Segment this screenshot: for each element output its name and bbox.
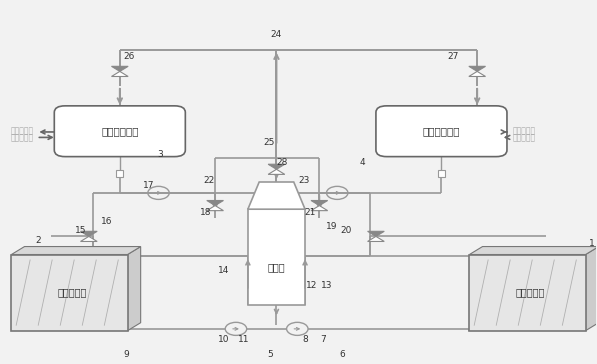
Text: 21: 21 <box>304 208 316 217</box>
Polygon shape <box>469 66 485 71</box>
Text: 13: 13 <box>321 281 333 290</box>
Bar <box>248 209 305 305</box>
Text: 23: 23 <box>298 176 310 185</box>
Text: 11: 11 <box>238 335 250 344</box>
Text: 4: 4 <box>360 158 365 167</box>
Text: 20: 20 <box>340 226 352 236</box>
Text: 28: 28 <box>276 158 288 167</box>
Text: 22: 22 <box>204 176 215 185</box>
Polygon shape <box>128 246 141 331</box>
Polygon shape <box>586 246 597 331</box>
Polygon shape <box>81 231 97 236</box>
Text: 19: 19 <box>326 222 338 231</box>
Bar <box>116 170 124 177</box>
Text: 6: 6 <box>340 350 346 359</box>
Text: 16: 16 <box>101 217 112 226</box>
FancyBboxPatch shape <box>376 106 507 157</box>
Polygon shape <box>368 236 384 241</box>
Text: 5: 5 <box>267 350 273 359</box>
Text: 24: 24 <box>271 29 282 39</box>
Text: 14: 14 <box>219 266 230 275</box>
Text: 3: 3 <box>158 150 163 159</box>
Text: 9: 9 <box>123 350 128 359</box>
Text: 冷凝水换热器: 冷凝水换热器 <box>101 126 139 136</box>
Text: 7: 7 <box>321 335 327 344</box>
Text: 27: 27 <box>448 52 459 62</box>
Text: 2: 2 <box>35 236 41 245</box>
Text: 1: 1 <box>589 239 595 248</box>
Polygon shape <box>268 164 285 169</box>
Polygon shape <box>469 71 485 76</box>
Bar <box>11 254 128 331</box>
Polygon shape <box>112 71 128 76</box>
Text: 25: 25 <box>263 138 275 147</box>
Text: 热网水换热器: 热网水换热器 <box>423 126 460 136</box>
Text: 热网水进口: 热网水进口 <box>513 134 536 143</box>
Text: 26: 26 <box>123 52 134 62</box>
Text: 热网水出口: 热网水出口 <box>513 126 536 135</box>
Polygon shape <box>268 169 285 174</box>
Text: 冷凝水进口: 冷凝水进口 <box>10 134 33 143</box>
Polygon shape <box>11 246 141 254</box>
Text: 15: 15 <box>75 226 87 236</box>
Polygon shape <box>81 236 97 241</box>
Text: 10: 10 <box>219 335 230 344</box>
Polygon shape <box>311 201 328 206</box>
FancyBboxPatch shape <box>54 106 185 157</box>
Polygon shape <box>207 201 223 206</box>
Polygon shape <box>311 206 328 211</box>
Text: 12: 12 <box>306 281 317 290</box>
Bar <box>438 170 445 177</box>
Text: 烟气换热器: 烟气换热器 <box>58 288 87 298</box>
Text: 储液罐: 储液罐 <box>267 262 285 272</box>
Text: 冷凝水出口: 冷凝水出口 <box>10 126 33 135</box>
Text: 17: 17 <box>143 181 154 190</box>
Text: 8: 8 <box>303 335 309 344</box>
Text: 烟气换热器: 烟气换热器 <box>516 288 545 298</box>
Polygon shape <box>469 246 597 254</box>
Text: 18: 18 <box>201 208 212 217</box>
Polygon shape <box>368 231 384 236</box>
Polygon shape <box>207 206 223 211</box>
Polygon shape <box>248 182 305 209</box>
Bar <box>469 254 586 331</box>
Polygon shape <box>112 66 128 71</box>
